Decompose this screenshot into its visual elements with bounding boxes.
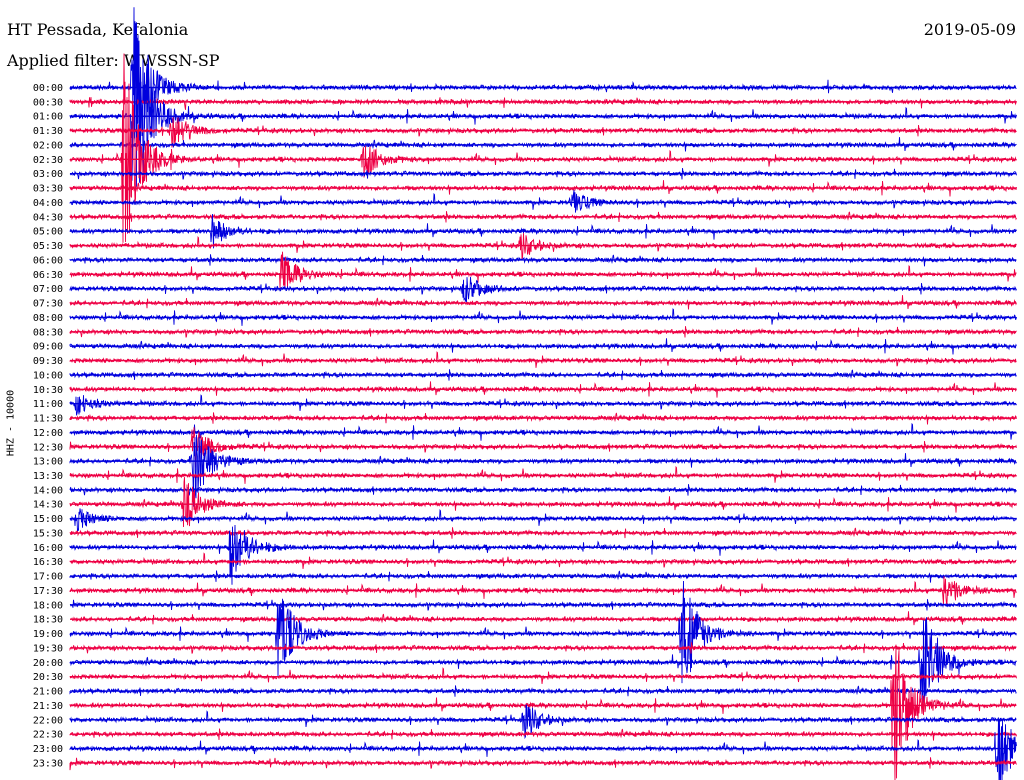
row-time-label: 01:30 [33, 126, 63, 137]
trace-line [69, 295, 1017, 310]
row-time-label: 07:00 [33, 284, 63, 295]
row-time-label: 03:30 [33, 184, 63, 195]
row-time-label: 00:00 [33, 83, 63, 94]
row-time-label: 10:30 [33, 385, 63, 396]
station-title: HT Pessada, Kefalonia [7, 20, 189, 39]
trace-line [69, 53, 1017, 243]
row-time-label: 19:00 [33, 629, 63, 640]
row-time-label: 02:00 [33, 140, 63, 151]
row-time-label: 12:00 [33, 428, 63, 439]
row-time-label: 07:30 [33, 299, 63, 310]
trace-line [69, 728, 1017, 741]
row-time-label: 21:30 [33, 701, 63, 712]
row-time-label: 15:30 [33, 528, 63, 539]
row-time-label: 14:30 [33, 500, 63, 511]
row-time-label: 17:00 [33, 572, 63, 583]
row-time-label: 06:00 [33, 255, 63, 266]
trace-line [69, 422, 1017, 441]
trace-line [69, 276, 1017, 303]
tick-labels: 00:00 00:30 01:00 01:30 02:00 02:30 03:00 03:30… [33, 83, 63, 769]
row-time-label: 00:30 [33, 97, 63, 108]
row-time-label: 10:00 [33, 370, 63, 381]
row-time-label: 18:00 [33, 600, 63, 611]
row-time-label: 02:30 [33, 155, 63, 166]
row-time-label: 20:00 [33, 658, 63, 669]
row-time-label: 16:00 [33, 543, 63, 554]
row-time-label: 20:30 [33, 672, 63, 683]
trace-group [69, 7, 1017, 780]
row-time-label: 06:30 [33, 270, 63, 281]
row-time-label: 23:00 [33, 744, 63, 755]
row-time-label: 11:00 [33, 399, 63, 410]
row-time-label: 19:30 [33, 643, 63, 654]
row-time-label: 22:30 [33, 730, 63, 741]
row-time-label: 01:00 [33, 112, 63, 123]
trace-line [69, 617, 1017, 703]
row-time-label: 13:30 [33, 471, 63, 482]
row-time-label: 13:00 [33, 457, 63, 468]
trace-line [69, 580, 1017, 684]
row-time-label: 17:30 [33, 586, 63, 597]
row-time-label: 09:30 [33, 356, 63, 367]
row-time-label: 11:30 [33, 414, 63, 425]
trace-line [69, 97, 1017, 110]
trace-line [69, 685, 1017, 697]
trace-line [69, 717, 1017, 780]
row-time-label: 22:00 [33, 715, 63, 726]
row-time-label: 08:30 [33, 327, 63, 338]
row-time-label: 05:30 [33, 241, 63, 252]
trace-line [69, 189, 1017, 213]
row-time-label: 23:30 [33, 758, 63, 769]
row-time-label: 15:00 [33, 514, 63, 525]
row-time-label: 05:00 [33, 227, 63, 238]
row-time-label: 18:30 [33, 615, 63, 626]
trace-line [69, 508, 1017, 532]
row-time-label: 04:00 [33, 198, 63, 209]
trace-line [69, 394, 1017, 416]
trace-line [69, 251, 1017, 290]
trace-line [69, 21, 1017, 145]
row-time-label: 08:00 [33, 313, 63, 324]
row-time-label: 03:00 [33, 169, 63, 180]
trace-line [69, 757, 1017, 771]
row-time-label: 12:30 [33, 442, 63, 453]
trace-line [69, 644, 1017, 780]
row-time-label: 16:30 [33, 557, 63, 568]
row-time-label: 09:00 [33, 342, 63, 353]
row-time-label: 21:00 [33, 687, 63, 698]
date-label: 2019-05-09 [923, 20, 1016, 39]
row-time-label: 14:00 [33, 485, 63, 496]
filter-label: Applied filter: WWSSN-SP [7, 51, 220, 70]
row-time-label: 04:30 [33, 212, 63, 223]
